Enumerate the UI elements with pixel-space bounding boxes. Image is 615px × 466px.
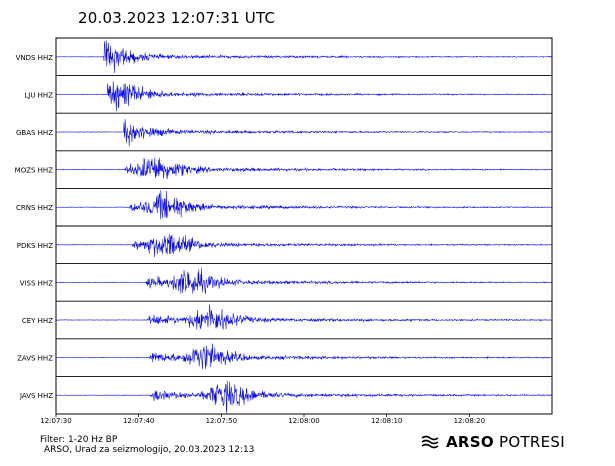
- station-label: LJU HHZ: [24, 91, 53, 99]
- trace-javs-hhz: [55, 380, 553, 414]
- station-label: MOZS HHZ: [15, 167, 54, 175]
- station-label: CEY HHZ: [22, 317, 53, 325]
- logo-text: ARSO POTRESI: [446, 433, 565, 451]
- filter-note: Filter: 1-20 Hz BP: [40, 435, 118, 445]
- trace-mozs-hhz: [55, 157, 553, 180]
- trace-crns-hhz: [55, 189, 553, 220]
- arso-logo: ARSO POTRESI: [420, 432, 565, 452]
- trace-pdks-hhz: [55, 234, 553, 258]
- x-tick-label: 12:08:10: [371, 417, 402, 425]
- station-label: ZAVS HHZ: [17, 355, 53, 363]
- trace-viss-hhz: [55, 267, 553, 295]
- trace-vnds-hhz: [55, 40, 553, 74]
- seismogram-plot: VNDS HHZ LJU HHZ GBAS HHZ MOZS HHZ CRNS HHZ P…: [15, 37, 553, 425]
- x-tick-label: 12:08:20: [454, 417, 485, 425]
- chart-title: 20.03.2023 12:07:31 UTC: [78, 9, 276, 27]
- x-tick-label: 12:07:50: [206, 417, 237, 425]
- trace-lju-hhz: [55, 81, 553, 112]
- station-label: JAVS HHZ: [19, 392, 53, 400]
- trace-zavs-hhz: [55, 343, 553, 370]
- x-tick-label: 12:07:40: [123, 417, 154, 425]
- trace-cey-hhz: [55, 304, 553, 330]
- x-tick-label: 12:07:30: [40, 417, 71, 425]
- station-label: CRNS HHZ: [16, 204, 53, 212]
- x-tick-label: 12:08:00: [288, 417, 319, 425]
- station-label: GBAS HHZ: [16, 129, 53, 137]
- credit-note: ARSO, Urad za seizmologijo, 20.03.2023 1…: [44, 445, 255, 455]
- station-label: VISS HHZ: [20, 279, 53, 287]
- station-label: VNDS HHZ: [16, 54, 54, 62]
- seismic-wave-icon: [421, 435, 439, 449]
- trace-gbas-hhz: [55, 119, 553, 147]
- station-label: PDKS HHZ: [17, 242, 53, 250]
